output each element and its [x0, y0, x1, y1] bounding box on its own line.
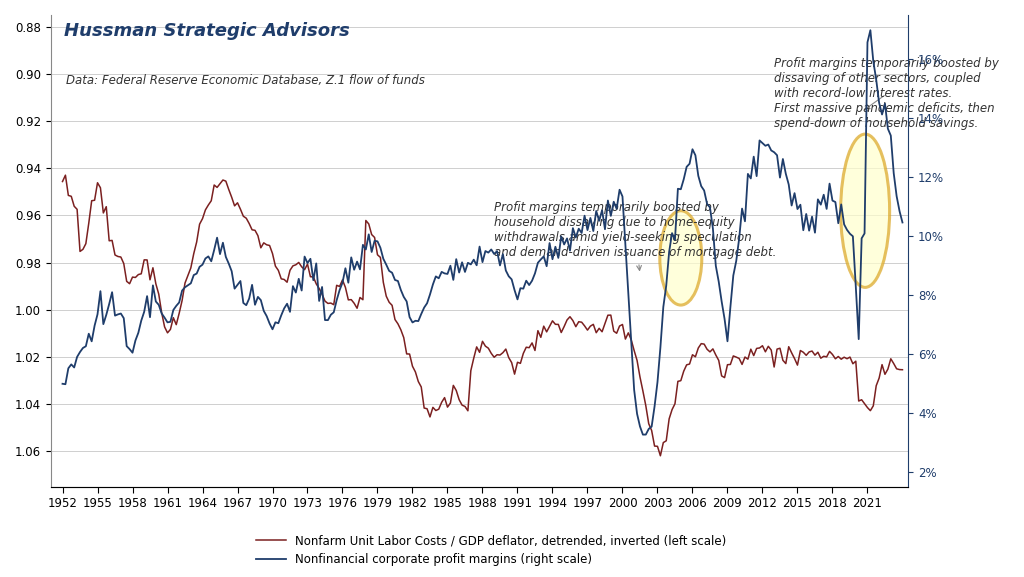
Ellipse shape: [841, 134, 890, 287]
Legend: Nonfarm Unit Labor Costs / GDP deflator, detrended, inverted (left scale), Nonfi: Nonfarm Unit Labor Costs / GDP deflator,…: [252, 530, 731, 571]
Text: Data: Federal Reserve Economic Database, Z.1 flow of funds: Data: Federal Reserve Economic Database,…: [67, 74, 425, 87]
Text: Profit margins temporarily boosted by
dissaving of other sectors, coupled
with r: Profit margins temporarily boosted by di…: [774, 58, 999, 130]
Text: Profit margins temporarily boosted by
household dissaving due to home-equity
wit: Profit margins temporarily boosted by ho…: [495, 201, 776, 271]
Ellipse shape: [659, 211, 701, 305]
Text: Hussman Strategic Advisors: Hussman Strategic Advisors: [63, 22, 349, 40]
